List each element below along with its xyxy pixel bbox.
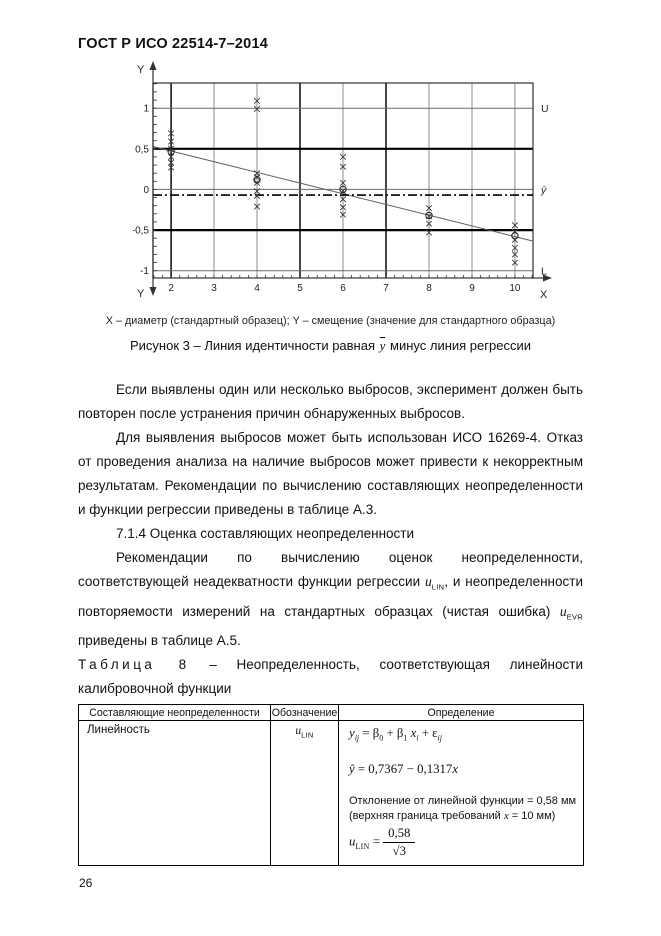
formula-u-lin: uLIN = 0,58 √3 <box>349 826 577 859</box>
cluster-mean-circle <box>339 185 347 194</box>
data-point-x <box>339 153 347 161</box>
data-point-x <box>253 105 261 113</box>
y-axis: YY <box>137 61 157 300</box>
table-8-caption: Таблица 8 – Неопределенность, соответств… <box>78 657 583 697</box>
svg-text:1: 1 <box>143 104 149 115</box>
cluster-mean-circle <box>425 211 433 220</box>
regression-line <box>152 146 534 242</box>
gridlines <box>153 83 533 278</box>
data-point-x <box>339 211 347 218</box>
data-point-x <box>167 159 175 166</box>
cell-definition: yij = β0 + β1 xi + εij ŷ = 0,7367 − 0,13… <box>338 720 584 866</box>
table-header-row: Составляющие неопределенности Обозначени… <box>78 704 584 722</box>
y-bar-symbol: y <box>379 338 386 353</box>
svg-text:0,5: 0,5 <box>135 144 149 155</box>
col-header-definition: Определение <box>338 704 584 722</box>
svg-text:0: 0 <box>143 185 149 196</box>
svg-text:4: 4 <box>254 283 260 294</box>
cell-symbol: uLIN <box>270 720 339 866</box>
data-point-x <box>425 220 433 227</box>
data-point-x <box>339 163 347 170</box>
paragraph-outliers: Если выявлены один или несколько выбросо… <box>78 382 583 421</box>
table-8: Составляющие неопределенности Обозначени… <box>78 704 584 866</box>
data-point-x <box>339 196 347 203</box>
col-header-component: Составляющие неопределенности <box>78 704 271 722</box>
svg-text:9: 9 <box>469 283 475 294</box>
data-point-x <box>425 229 433 236</box>
paragraph-iso16269: Для выявления выбросов может быть исполь… <box>78 430 583 517</box>
data-point-x <box>339 179 347 187</box>
svg-text:5: 5 <box>297 283 303 294</box>
data-point-x <box>425 204 433 212</box>
limit-label-ybar: ȳ <box>540 184 547 196</box>
paragraph-recommendations: Рекомендации по вычислению оценок неопре… <box>78 550 583 649</box>
data-point-x <box>253 97 261 105</box>
cluster-mean-circle <box>511 232 519 240</box>
svg-text:10: 10 <box>509 283 521 294</box>
data-point-x <box>511 251 519 258</box>
cluster-mean-circle <box>253 176 261 184</box>
svg-text:7: 7 <box>383 283 389 294</box>
svg-text:Y: Y <box>137 288 145 300</box>
data-point-x <box>253 203 261 210</box>
minor-ticks <box>153 83 533 278</box>
svg-text:-1: -1 <box>140 266 149 277</box>
figure-caption: Рисунок 3 – Линия идентичности равная y … <box>130 338 531 353</box>
u-evr-symbol: u <box>559 603 567 619</box>
data-point-x <box>253 174 261 181</box>
y-axis-up-arrow <box>149 61 157 70</box>
svg-text:X: X <box>540 289 548 301</box>
section-heading-7-1-4: 7.1.4 Оценка составляющих неопределеннос… <box>116 526 415 541</box>
data-point-x <box>167 153 175 161</box>
data-point-x <box>167 164 175 171</box>
cluster-means <box>167 147 519 240</box>
upper-limit-note: (верхняя граница требований x = 10 мм) <box>349 809 556 822</box>
cluster-mean-circle <box>167 147 175 156</box>
svg-text:3: 3 <box>211 283 217 294</box>
x-tick-labels: 2 3 4 5 6 7 8 9 10 <box>168 283 521 294</box>
figure-axis-note: X – диаметр (стандартный образец); Y – с… <box>105 315 556 327</box>
document-code: ГОСТ Р ИСО 22514-7–2014 <box>78 36 268 52</box>
data-point-x <box>339 187 347 195</box>
limit-label-U: U <box>541 103 549 115</box>
u-lin-symbol: u <box>424 574 432 589</box>
data-point-x <box>167 138 175 145</box>
page-number: 26 <box>79 876 93 890</box>
table-row: Линейность uLIN yij = β0 + β1 xi + εij ŷ… <box>78 720 584 866</box>
cell-component: Линейность <box>78 720 271 866</box>
col-header-symbol: Обозначение <box>270 704 339 722</box>
y-tick-labels: -1 -0,5 0 0,5 1 <box>132 104 150 278</box>
limit-labels: Uȳ L <box>540 103 549 278</box>
data-point-x <box>339 204 347 211</box>
data-point-x <box>167 145 175 152</box>
x-axis-arrow <box>543 274 552 282</box>
svg-text:Y: Y <box>137 64 145 76</box>
data-point-x <box>167 130 175 137</box>
svg-text:6: 6 <box>340 283 346 294</box>
limit-label-L: L <box>541 266 547 278</box>
data-points <box>167 97 519 266</box>
data-point-x <box>511 244 519 252</box>
data-point-x <box>253 192 261 200</box>
formula-regression-estimate: ŷ = 0,7367 − 0,1317x <box>349 761 458 776</box>
svg-text:8: 8 <box>426 283 432 294</box>
data-point-x <box>253 187 261 195</box>
svg-text:2: 2 <box>168 283 174 294</box>
x-axis: X <box>533 274 552 301</box>
y-axis-down-arrow <box>149 287 157 296</box>
data-point-x <box>511 259 519 266</box>
data-point-x <box>511 222 519 229</box>
data-point-x <box>511 228 519 235</box>
deviation-note: Отклонение от линейной функции = 0,58 мм <box>349 794 577 807</box>
svg-text:-0,5: -0,5 <box>133 226 149 237</box>
formula-regression-model: yij = β0 + β1 xi + εij <box>349 726 442 743</box>
body-text: Если выявлены один или несколько выбросо… <box>78 378 584 866</box>
